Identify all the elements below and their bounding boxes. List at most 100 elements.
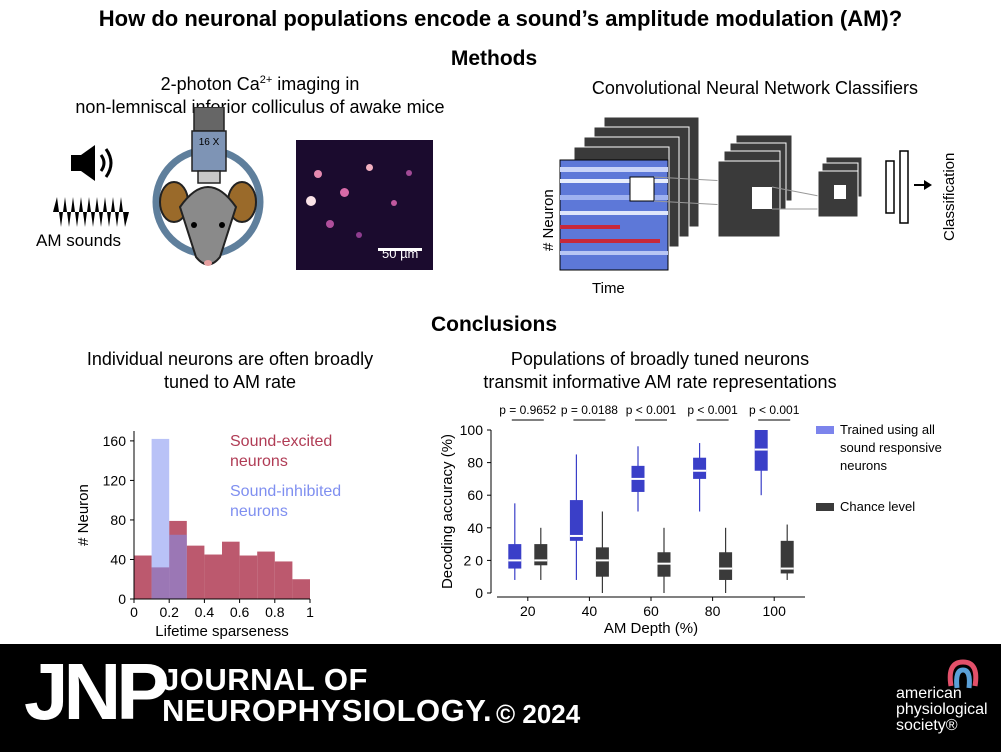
hist-bar [151,438,170,599]
legend-chance-swatch [816,503,834,511]
mouse-head-icon [178,186,238,266]
imaging-line-1: 2-photon Ca2+ imaging in [20,69,500,96]
cnn-ylabel: # Neuron [540,189,557,251]
conclusion-left-line-2: tuned to AM rate [163,372,297,392]
jnp-logo: JNP [24,647,170,736]
box-x-tick-label: 100 [763,603,787,619]
box-xlabel: AM Depth (%) [604,620,698,637]
neuron-blob [391,200,397,206]
conclusion-left-line-1: Individual neurons are often broadly [86,349,374,369]
neuron-blob [356,232,362,238]
journal-name: JOURNAL OF NEUROPHYSIOLOGY. [162,664,492,726]
neuron-blob [340,188,349,197]
neuron-blob [366,164,373,171]
hist-x-tick-label: 0 [130,604,138,620]
imaging-description: 2-photon Ca2+ imaging in non-lemniscal i… [20,69,500,119]
hist-bar [292,579,310,599]
hist-bar [257,551,275,599]
hist-y-tick-label: 80 [110,512,126,528]
box-x-tick-label: 60 [643,603,659,619]
methods-heading: Methods [450,47,538,70]
hist-bar [204,554,222,599]
box-iqr [693,457,707,479]
p-value-label: p = 0.9652 [499,403,556,417]
hist-bar [274,561,293,599]
cnn-layer-2 [717,134,793,238]
legend-trained-swatch [816,426,834,434]
imaging-line-1-suffix: imaging in [272,74,360,94]
box-y-tick-label: 100 [460,422,484,438]
box-x-tick-label: 80 [705,603,721,619]
box-iqr [534,544,548,566]
hist-x-tick-label: 0.2 [159,604,179,620]
footer-bar [0,644,1001,752]
p-value-label: p < 0.001 [626,403,677,417]
hist-bar [169,534,187,599]
cnn-dense-layers [885,150,909,224]
legend-chance-label: Chance level [840,499,915,514]
neuron-blob [314,170,322,178]
microscope-objective-icon [191,107,227,184]
society-name: american physiological society® [896,686,988,734]
conclusion-right-text: Populations of broadly tuned neurons tra… [440,348,880,394]
legend-inhibited-line-1: Sound-inhibited [230,483,341,500]
imaging-line-2: non-lemniscal inferior colliculus of awa… [75,97,445,117]
hist-bar [134,555,152,599]
cnn-diagram: # Neuron Time Classification [540,116,958,297]
cnn-layer-3 [817,156,863,218]
am-sound-illustration [53,145,129,227]
conclusion-right-line-1: Populations of broadly tuned neurons [510,349,810,369]
box-iqr [569,500,583,541]
arrow-right-icon [914,180,932,190]
mouse-nose [204,260,212,266]
hist-bar [239,555,258,599]
scale-bar [378,248,422,251]
box-y-tick-label: 60 [467,487,483,503]
legend-inhibited-line-2: neurons [230,503,288,520]
hist-bar [186,545,205,599]
legend-trained-label: sound responsive [840,440,942,455]
copyright: © 2024 [496,699,581,729]
hist-x-tick-label: 1 [306,604,314,620]
box-x-tick-label: 20 [520,603,536,619]
hist-y-tick-label: 0 [118,591,126,607]
p-value-label: p = 0.0188 [561,403,618,417]
mouse-left-eye [191,222,197,228]
box-iqr [780,540,794,574]
mouse-right-eye [219,222,225,228]
box-iqr [508,544,522,569]
journal-name-line-1: JOURNAL OF [162,662,368,697]
hist-y-tick-label: 160 [103,433,127,449]
society-line-3: society® [896,717,958,734]
hist-y-tick-label: 120 [103,472,127,488]
p-value-label: p < 0.001 [749,403,800,417]
box-iqr [595,547,609,577]
box-ylabel: Decoding accuracy (%) [439,434,456,589]
hist-xlabel: Lifetime sparseness [155,623,288,640]
legend-excited-line-2: neurons [230,453,288,470]
neuron-blob [406,170,412,176]
conclusion-left-text: Individual neurons are often broadly tun… [10,348,450,394]
box-iqr [719,552,733,580]
conclusion-right-line-2: transmit informative AM rate representat… [483,372,837,392]
box-y-tick-label: 80 [467,455,483,471]
hist-x-tick-label: 0.6 [230,604,250,620]
cnn-output-label: Classification [941,153,958,241]
hist-x-tick-label: 0.4 [195,604,215,620]
mouse-microscope-illustration: 16 X [152,107,264,266]
p-value-label: p < 0.001 [687,403,738,417]
scale-bar-label: 50 µm [382,246,419,261]
poster-title: How do neuronal populations encode a sou… [98,6,903,31]
objective-label: 16 X [199,137,220,148]
box-y-tick-label: 2 0 [464,552,484,568]
conclusions-heading: Conclusions [430,313,557,336]
hist-bar [222,541,240,599]
am-waveform-icon [53,197,129,227]
calcium-imaging-field: 50 µm [296,140,433,270]
sparseness-histogram: 0 0.2 0.4 0.6 0.8 1 0 40 80 120 160 Lifetime sparse… [75,431,341,640]
hist-y-tick-label: 40 [110,551,126,567]
society-line-1: american [896,685,962,702]
speaker-icon [71,145,113,181]
aps-logo-icon [947,659,979,689]
